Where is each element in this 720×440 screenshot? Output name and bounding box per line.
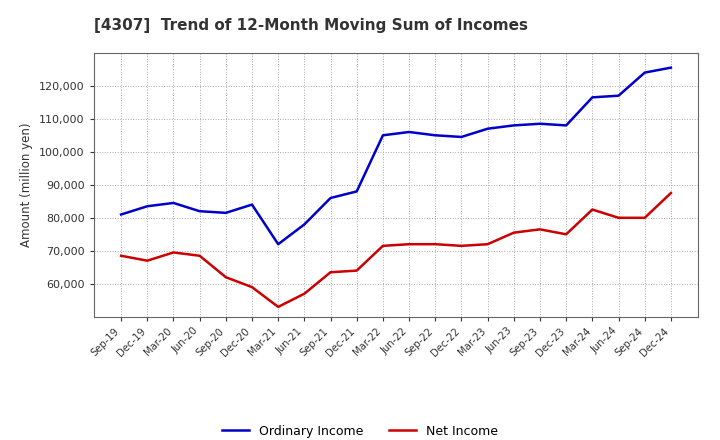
Text: [4307]  Trend of 12-Month Moving Sum of Incomes: [4307] Trend of 12-Month Moving Sum of I… — [94, 18, 528, 33]
Net Income — [640, 215, 649, 220]
Ordinary Income — [562, 123, 570, 128]
Ordinary Income — [248, 202, 256, 207]
Net Income — [352, 268, 361, 273]
Net Income — [667, 191, 675, 196]
Ordinary Income — [300, 222, 309, 227]
Ordinary Income — [222, 210, 230, 216]
Net Income — [169, 250, 178, 255]
Net Income — [274, 304, 282, 310]
Net Income — [195, 253, 204, 258]
Ordinary Income — [588, 95, 597, 100]
Ordinary Income — [117, 212, 125, 217]
Ordinary Income — [431, 132, 440, 138]
Ordinary Income — [326, 195, 335, 201]
Net Income — [326, 270, 335, 275]
Net Income — [143, 258, 152, 263]
Ordinary Income — [169, 200, 178, 205]
Y-axis label: Amount (million yen): Amount (million yen) — [20, 123, 33, 247]
Net Income — [248, 284, 256, 290]
Line: Net Income: Net Income — [121, 193, 671, 307]
Net Income — [536, 227, 544, 232]
Ordinary Income — [195, 209, 204, 214]
Net Income — [510, 230, 518, 235]
Ordinary Income — [510, 123, 518, 128]
Ordinary Income — [457, 134, 466, 139]
Ordinary Income — [379, 132, 387, 138]
Ordinary Income — [640, 70, 649, 75]
Net Income — [614, 215, 623, 220]
Line: Ordinary Income: Ordinary Income — [121, 68, 671, 244]
Ordinary Income — [352, 189, 361, 194]
Ordinary Income — [614, 93, 623, 98]
Net Income — [483, 242, 492, 247]
Ordinary Income — [667, 65, 675, 70]
Legend: Ordinary Income, Net Income: Ordinary Income, Net Income — [217, 420, 503, 440]
Net Income — [222, 275, 230, 280]
Net Income — [431, 242, 440, 247]
Ordinary Income — [536, 121, 544, 126]
Net Income — [588, 207, 597, 212]
Net Income — [379, 243, 387, 249]
Ordinary Income — [405, 129, 413, 135]
Net Income — [405, 242, 413, 247]
Net Income — [562, 231, 570, 237]
Net Income — [117, 253, 125, 258]
Ordinary Income — [274, 242, 282, 247]
Net Income — [300, 291, 309, 297]
Ordinary Income — [143, 204, 152, 209]
Ordinary Income — [483, 126, 492, 131]
Net Income — [457, 243, 466, 249]
